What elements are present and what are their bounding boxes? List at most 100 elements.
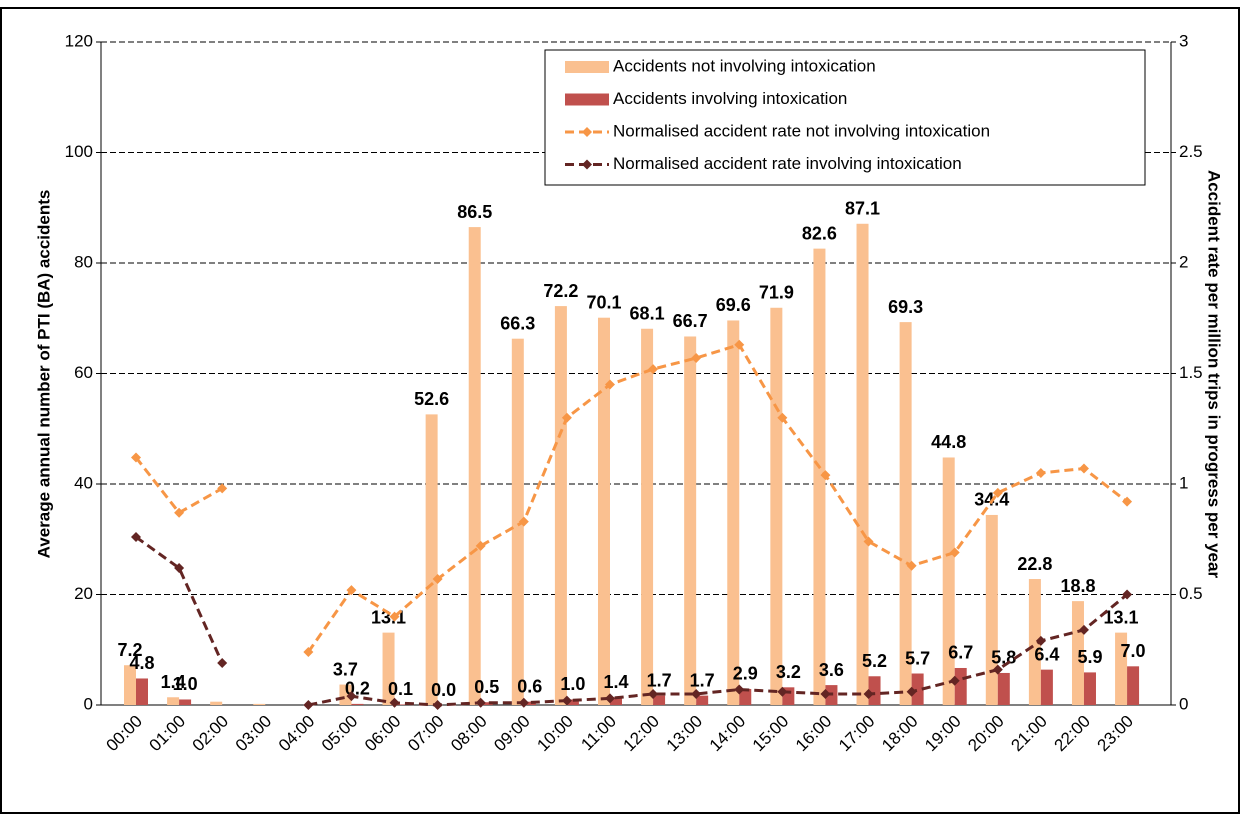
bar-value-label: 82.6 xyxy=(802,223,837,243)
bar-value-label: 1.7 xyxy=(647,670,672,690)
line-marker xyxy=(518,697,529,708)
bar xyxy=(179,699,192,705)
line-marker xyxy=(131,452,141,463)
line-marker xyxy=(131,532,141,543)
bar xyxy=(480,702,493,705)
bar-value-label: 5.7 xyxy=(905,648,930,668)
line-marker xyxy=(777,412,788,423)
line-marker xyxy=(432,574,443,585)
y2-tick-label: 0.5 xyxy=(1179,584,1203,603)
line-marker xyxy=(691,353,702,364)
y-tick-label: 80 xyxy=(74,252,93,271)
x-tick-label: 07:00 xyxy=(404,712,448,756)
x-tick-label: 08:00 xyxy=(447,712,491,756)
bar xyxy=(511,338,524,705)
x-tick-label: 15:00 xyxy=(749,712,793,756)
bar-value-label: 4.8 xyxy=(129,653,154,673)
y2-tick-label: 1.5 xyxy=(1179,363,1203,382)
bar xyxy=(770,307,783,705)
bar xyxy=(425,414,438,705)
y2-tick-label: 3 xyxy=(1179,31,1188,50)
y2-axis-title: Accident rate per million trips in progr… xyxy=(1205,170,1224,579)
line-marker xyxy=(1035,635,1046,646)
line xyxy=(135,535,224,664)
bar-value-label: 22.8 xyxy=(1017,554,1052,574)
line-marker xyxy=(174,507,185,518)
bar xyxy=(124,665,136,705)
line-marker xyxy=(475,697,486,708)
line-marker xyxy=(432,700,443,710)
bar-value-label: 1.4 xyxy=(161,672,186,692)
line-marker xyxy=(217,658,228,669)
x-tick-label: 21:00 xyxy=(1007,712,1051,756)
bar xyxy=(1115,632,1128,705)
y-tick-label: 120 xyxy=(65,31,93,50)
bar-value-label: 66.7 xyxy=(673,311,708,331)
bar-value-label: 18.8 xyxy=(1060,576,1095,596)
x-tick-label: 02:00 xyxy=(189,712,233,756)
bar xyxy=(1127,666,1140,705)
y2-tick-label: 2.5 xyxy=(1179,142,1203,161)
line-marker xyxy=(518,516,529,527)
bar xyxy=(727,320,740,705)
bar xyxy=(253,703,266,705)
bar xyxy=(997,672,1010,705)
bar xyxy=(684,336,697,705)
legend xyxy=(544,49,1146,186)
bar xyxy=(1028,579,1041,705)
bar-value-label: 69.6 xyxy=(716,295,751,315)
bar-value-label: 86.5 xyxy=(457,202,492,222)
bar-value-label: 44.8 xyxy=(931,432,966,452)
legend-label: Normalised accident rate not involving i… xyxy=(613,121,990,140)
x-tick-label: 04:00 xyxy=(275,712,319,756)
line-marker xyxy=(561,412,572,423)
x-tick-label: 00:00 xyxy=(102,712,146,756)
bar xyxy=(566,699,579,705)
bar xyxy=(597,317,610,705)
y-tick-label: 60 xyxy=(74,363,93,382)
bar xyxy=(985,514,998,705)
y-tick-label: 20 xyxy=(74,584,93,603)
x-tick-label: 10:00 xyxy=(533,712,577,756)
bar xyxy=(382,632,395,705)
line-marker xyxy=(648,364,659,375)
bar-value-label: 1.7 xyxy=(690,670,715,690)
x-tick-label: 09:00 xyxy=(490,712,534,756)
bar-value-label: 6.7 xyxy=(948,643,973,663)
bar xyxy=(210,701,223,705)
bar-value-label: 72.2 xyxy=(543,281,578,301)
bar xyxy=(954,667,967,705)
line-marker xyxy=(734,339,745,350)
line-marker xyxy=(217,483,228,494)
line-marker xyxy=(777,686,788,697)
legend-label: Accidents involving intoxication xyxy=(613,89,847,108)
bar xyxy=(911,673,924,705)
bar xyxy=(653,695,666,705)
bar-value-label: 0.0 xyxy=(431,680,456,700)
x-tick-label: 17:00 xyxy=(835,712,879,756)
bar-value-label: 5.9 xyxy=(1077,647,1102,667)
bar-value-label: 7.0 xyxy=(1121,641,1146,661)
line-marker xyxy=(734,684,745,695)
bar-value-label: 1.0 xyxy=(173,674,198,694)
bar xyxy=(554,306,567,705)
bar-value-label: 0.1 xyxy=(388,679,413,699)
x-tick-label: 01:00 xyxy=(146,712,190,756)
bar-value-label: 13.1 xyxy=(1104,607,1139,627)
bar-value-label: 70.1 xyxy=(586,292,621,312)
bar-value-label: 0.6 xyxy=(517,676,542,696)
bar xyxy=(942,457,955,705)
bar-value-label: 3.7 xyxy=(333,659,358,679)
y2-tick-label: 2 xyxy=(1179,252,1188,271)
line-marker xyxy=(992,487,1003,498)
line-marker xyxy=(561,695,572,706)
bar-value-label: 3.2 xyxy=(776,662,801,682)
legend-swatch xyxy=(565,61,609,73)
x-tick-label: 14:00 xyxy=(706,712,750,756)
y2-tick-label: 1 xyxy=(1179,473,1188,492)
bar-value-label: 69.3 xyxy=(888,297,923,317)
line-marker xyxy=(949,547,960,558)
line-marker xyxy=(346,585,357,596)
x-tick-label: 23:00 xyxy=(1094,712,1138,756)
